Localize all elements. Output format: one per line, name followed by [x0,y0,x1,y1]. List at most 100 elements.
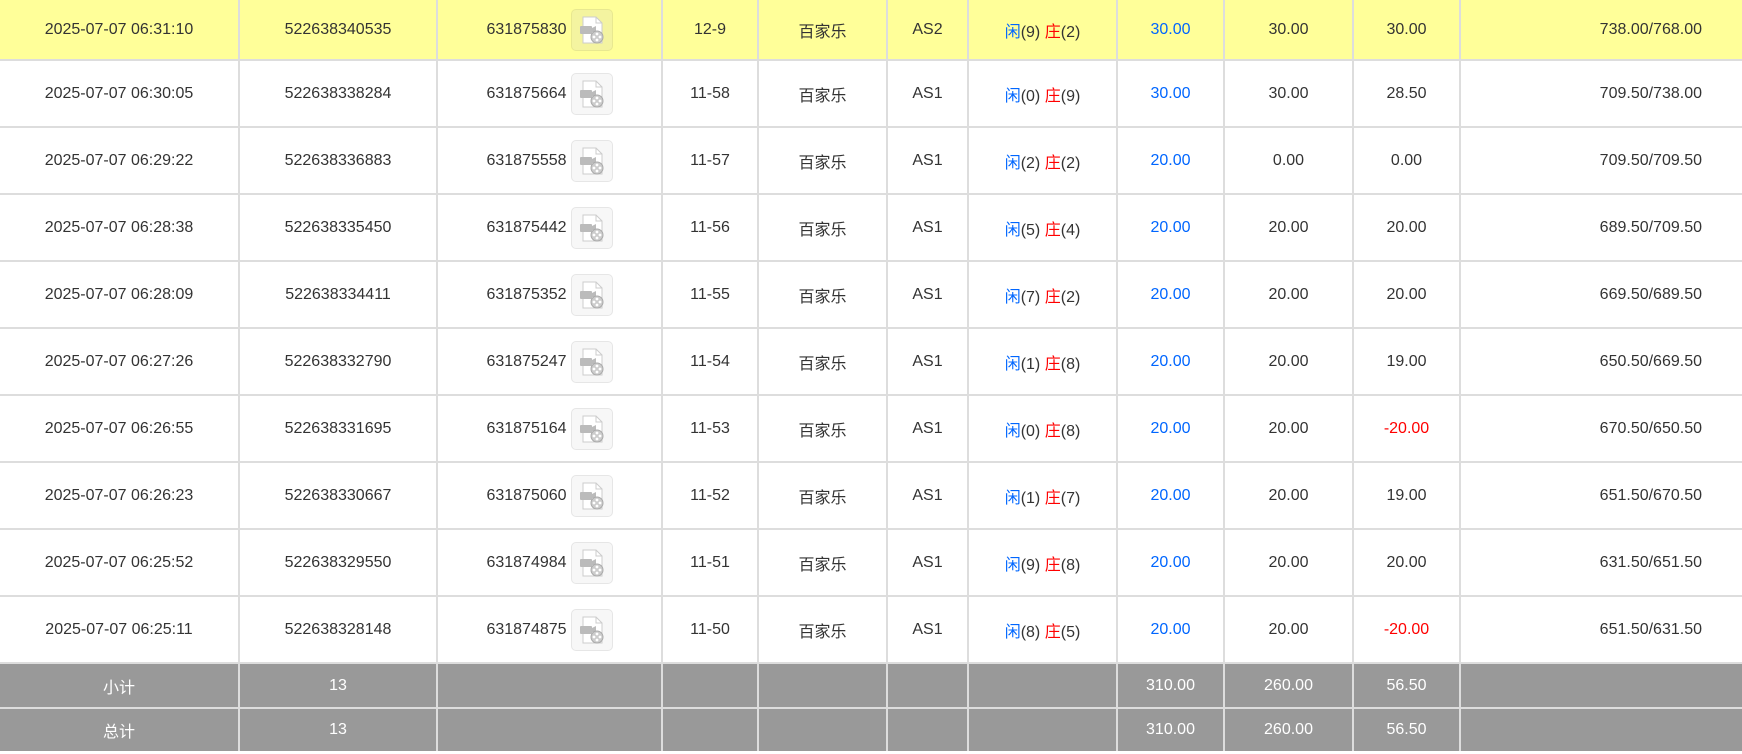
game-id-cell: 631875060 [436,461,663,530]
game-name: 百家乐 [757,126,888,195]
video-file-icon[interactable] [570,340,613,383]
player-label: 闲 [1004,288,1021,306]
result: 闲(9) 庄(8) [967,528,1118,597]
game-id: 631875664 [486,84,567,102]
table-row: 2025-07-07 06:27:26 522638332790 6318752… [0,327,1742,396]
video-file-icon[interactable] [570,139,613,182]
summary-valid: 260.00 [1223,707,1354,751]
round-number: 11-58 [661,59,759,128]
banker-label: 庄 [1044,422,1061,440]
table-name: AS1 [886,126,969,195]
summary-label: 小计 [0,662,240,709]
valid-bet: 20.00 [1223,394,1354,463]
bet-time: 2025-07-07 06:26:55 [0,394,240,463]
valid-bet: 20.00 [1223,260,1354,329]
banker-score: (2) [1060,23,1081,41]
round-number: 11-56 [661,193,759,262]
table-name: AS2 [886,0,969,61]
video-file-icon[interactable] [570,206,613,249]
order-id: 522638331695 [238,394,438,463]
payout: 19.00 [1352,327,1461,396]
balance: 651.50/631.50 [1459,595,1742,664]
round-number: 11-57 [661,126,759,195]
table-row: 2025-07-07 06:28:09 522638334411 6318753… [0,260,1742,329]
order-id: 522638336883 [238,126,438,195]
order-id: 522638329550 [238,528,438,597]
bet-time: 2025-07-07 06:30:05 [0,59,240,128]
valid-bet: 20.00 [1223,461,1354,530]
table-row: 2025-07-07 06:25:11 522638328148 6318748… [0,595,1742,664]
payout: -20.00 [1352,595,1461,664]
bet-amount: 30.00 [1116,0,1225,61]
table-row: 2025-07-07 06:28:38 522638335450 6318754… [0,193,1742,262]
summary-valid: 260.00 [1223,662,1354,709]
video-file-icon[interactable] [570,407,613,450]
game-id: 631875830 [486,20,567,38]
game-id: 631875558 [486,151,567,169]
summary-bet: 310.00 [1116,662,1225,709]
player-label: 闲 [1004,23,1021,41]
bet-amount: 20.00 [1116,260,1225,329]
video-file-icon[interactable] [570,273,613,316]
game-id-cell: 631874984 [436,528,663,597]
game-id: 631875247 [486,352,567,370]
player-score: (2) [1020,154,1041,172]
bet-time: 2025-07-07 06:25:52 [0,528,240,597]
order-id: 522638338284 [238,59,438,128]
banker-score: (9) [1060,87,1081,105]
payout: 19.00 [1352,461,1461,530]
bet-time: 2025-07-07 06:29:22 [0,126,240,195]
player-score: (1) [1020,489,1041,507]
table-name: AS1 [886,260,969,329]
game-name: 百家乐 [757,193,888,262]
game-name: 百家乐 [757,0,888,61]
balance: 709.50/738.00 [1459,59,1742,128]
game-id-cell: 631875247 [436,327,663,396]
table-row: 2025-07-07 06:25:52 522638329550 6318749… [0,528,1742,597]
game-name: 百家乐 [757,327,888,396]
table-name: AS1 [886,327,969,396]
bet-amount: 30.00 [1116,59,1225,128]
table-name: AS1 [886,528,969,597]
order-id: 522638334411 [238,260,438,329]
bet-time: 2025-07-07 06:31:10 [0,0,240,61]
banker-score: (8) [1060,355,1081,373]
banker-label: 庄 [1044,288,1061,306]
result: 闲(1) 庄(8) [967,327,1118,396]
player-label: 闲 [1004,556,1021,574]
video-file-icon[interactable] [570,474,613,517]
round-number: 11-54 [661,327,759,396]
order-id: 522638335450 [238,193,438,262]
round-number: 11-52 [661,461,759,530]
payout: 20.00 [1352,528,1461,597]
game-id-cell: 631875664 [436,59,663,128]
result: 闲(0) 庄(9) [967,59,1118,128]
banker-label: 庄 [1044,556,1061,574]
game-name: 百家乐 [757,528,888,597]
player-score: (0) [1020,422,1041,440]
game-name: 百家乐 [757,260,888,329]
game-id: 631875164 [486,419,567,437]
banker-label: 庄 [1044,221,1061,239]
video-file-icon[interactable] [570,72,613,115]
player-label: 闲 [1004,623,1021,641]
valid-bet: 30.00 [1223,59,1354,128]
bet-amount: 20.00 [1116,126,1225,195]
video-file-icon[interactable] [570,541,613,584]
game-name: 百家乐 [757,595,888,664]
banker-label: 庄 [1044,489,1061,507]
player-label: 闲 [1004,422,1021,440]
game-id: 631875352 [486,285,567,303]
table-row: 2025-07-07 06:30:05 522638338284 6318756… [0,59,1742,128]
result: 闲(1) 庄(7) [967,461,1118,530]
video-file-icon[interactable] [570,608,613,651]
bet-time: 2025-07-07 06:28:38 [0,193,240,262]
banker-score: (5) [1060,623,1081,641]
valid-bet: 20.00 [1223,193,1354,262]
round-number: 11-53 [661,394,759,463]
video-file-icon[interactable] [570,8,613,51]
game-name: 百家乐 [757,394,888,463]
valid-bet: 20.00 [1223,327,1354,396]
player-score: (9) [1020,556,1041,574]
order-id: 522638330667 [238,461,438,530]
